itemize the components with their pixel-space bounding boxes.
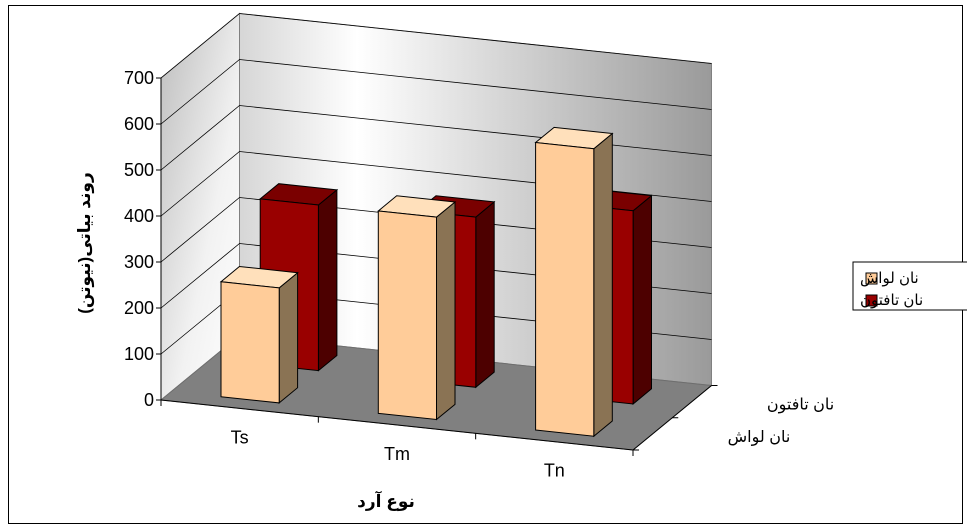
x-axis-line	[160, 399, 634, 451]
bar-side	[593, 132, 613, 438]
y-tick-label: 100	[124, 344, 154, 364]
legend-label: نان لواش	[860, 270, 919, 287]
bar-نان لواش-Tn	[534, 126, 614, 438]
y-tick-label: 500	[124, 160, 154, 180]
bar-side	[436, 200, 456, 421]
bar-front	[377, 210, 437, 421]
gridline	[160, 59, 712, 125]
bar-front	[220, 281, 280, 404]
x-tick-label: Ts	[231, 427, 249, 447]
x-tick-label: Tn	[544, 461, 565, 481]
x-axis-title: نوع آرد	[357, 490, 415, 512]
y-tick-label: 600	[124, 114, 154, 134]
bar-side	[632, 194, 652, 406]
x-tick-label: Tm	[384, 444, 410, 464]
legend-label: نان تافتون	[860, 292, 923, 309]
depth-tick-label: نان تافتون	[767, 397, 834, 415]
y-tick-label: 400	[124, 206, 154, 226]
y-axis-title: روند بیاتی(نیوتن)	[75, 172, 95, 314]
legend-swatch	[865, 294, 878, 307]
axis-labels: 0 100 200 300 400 500 600 700 Ts Tm Tn نان لواش نان …	[75, 68, 834, 512]
y-tick-label: 200	[124, 298, 154, 318]
legend: نان لواش نان تافتون	[852, 261, 967, 311]
y-tick-label: 0	[144, 390, 154, 410]
depth-tick-label: نان لواش	[728, 429, 791, 447]
bar-side	[278, 271, 299, 404]
axes	[156, 77, 718, 456]
gridline	[160, 13, 712, 79]
bar-front	[535, 141, 595, 437]
bars	[219, 126, 653, 438]
legend-swatch	[865, 272, 878, 285]
y-tick-label: 700	[124, 68, 154, 88]
y-tick-label: 300	[124, 252, 154, 272]
bar-نان لواش-Tm	[377, 195, 457, 421]
bar-side	[475, 200, 495, 389]
bar-side	[317, 188, 338, 372]
bar-نان لواش-Ts	[219, 265, 299, 404]
